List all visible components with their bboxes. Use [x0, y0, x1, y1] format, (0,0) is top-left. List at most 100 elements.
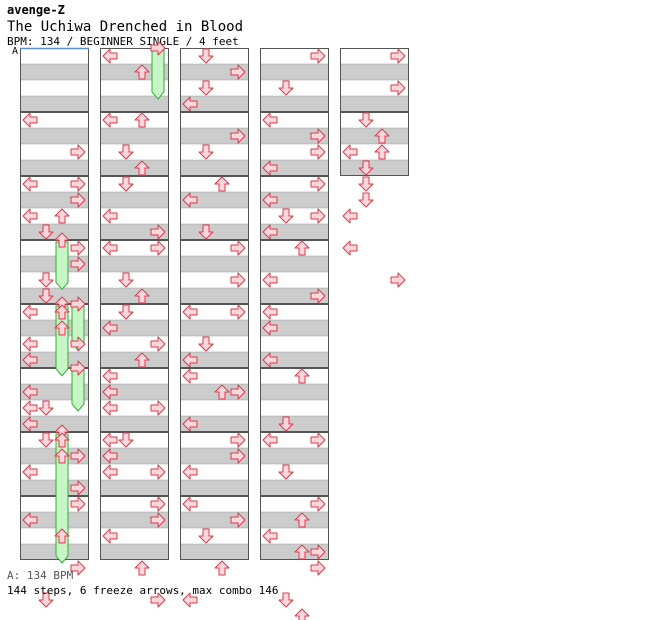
left-arrow	[182, 416, 198, 432]
measure	[20, 240, 89, 304]
right-arrow	[310, 128, 326, 144]
measure-border	[100, 176, 169, 240]
right-arrow	[70, 560, 86, 576]
measure	[260, 112, 329, 176]
measure-border	[20, 112, 89, 176]
down-arrow	[278, 416, 294, 432]
left-arrow	[102, 240, 118, 256]
beat-stripe	[260, 80, 329, 96]
beat-stripe	[260, 336, 329, 352]
beat-stripe	[20, 240, 89, 256]
measure-border	[260, 240, 329, 304]
beat-stripe	[180, 48, 249, 64]
right-arrow	[70, 144, 86, 160]
up-arrow	[54, 232, 70, 248]
beat-stripe	[260, 256, 329, 272]
beat-stripe	[180, 352, 249, 368]
measure-border	[20, 496, 89, 560]
down-arrow	[38, 432, 54, 448]
right-arrow	[70, 192, 86, 208]
down-arrow	[278, 592, 294, 608]
right-arrow	[310, 432, 326, 448]
left-arrow	[182, 96, 198, 112]
measure-border	[260, 48, 329, 112]
left-arrow	[182, 368, 198, 384]
beat-stripe	[100, 512, 169, 528]
right-arrow	[230, 384, 246, 400]
left-arrow	[102, 528, 118, 544]
left-arrow	[22, 416, 38, 432]
right-arrow	[70, 448, 86, 464]
chart-info: BPM: 134 / BEGINNER SINGLE / 4 feet	[7, 35, 239, 48]
beat-stripe	[20, 416, 89, 432]
beat-stripe	[20, 48, 89, 64]
left-arrow	[22, 464, 38, 480]
right-arrow	[390, 48, 406, 64]
down-arrow	[38, 592, 54, 608]
beat-stripe	[180, 528, 249, 544]
measure-border	[180, 176, 249, 240]
left-arrow	[342, 240, 358, 256]
beat-stripe	[20, 96, 89, 112]
measure-border	[340, 48, 409, 112]
left-arrow	[262, 272, 278, 288]
song-title: The Uchiwa Drenched in Blood	[7, 19, 244, 35]
up-arrow	[214, 176, 230, 192]
right-arrow	[70, 360, 86, 376]
right-arrow	[70, 296, 86, 312]
left-arrow	[22, 352, 38, 368]
beat-stripe	[260, 352, 329, 368]
beat-stripe	[260, 320, 329, 336]
beat-stripe	[20, 272, 89, 288]
measure-border	[20, 432, 89, 496]
left-arrow	[262, 352, 278, 368]
down-arrow	[118, 144, 134, 160]
up-arrow	[214, 560, 230, 576]
beat-stripe	[180, 160, 249, 176]
left-arrow	[262, 304, 278, 320]
measure	[260, 368, 329, 432]
measures-layer	[20, 47, 409, 560]
left-arrow	[22, 384, 38, 400]
beat-stripe	[180, 80, 249, 96]
down-arrow	[38, 400, 54, 416]
beat-stripe	[180, 96, 249, 112]
beat-stripe	[20, 112, 89, 128]
measure-border	[260, 368, 329, 432]
left-arrow	[102, 112, 118, 128]
left-arrow	[22, 176, 38, 192]
beat-stripe	[180, 64, 249, 80]
freeze-body	[55, 241, 69, 291]
beat-stripe	[180, 336, 249, 352]
beat-stripe	[180, 304, 249, 320]
beat-stripe	[340, 64, 409, 80]
beat-stripe	[100, 256, 169, 272]
beat-stripe	[20, 256, 89, 272]
right-arrow	[150, 512, 166, 528]
down-arrow	[118, 176, 134, 192]
measure-border	[100, 432, 169, 496]
right-arrow	[230, 128, 246, 144]
left-arrow	[102, 464, 118, 480]
beat-stripe	[180, 400, 249, 416]
left-arrow	[182, 304, 198, 320]
down-arrow	[358, 112, 374, 128]
measure	[20, 112, 89, 176]
left-arrow	[102, 432, 118, 448]
up-arrow	[134, 64, 150, 80]
right-arrow	[70, 496, 86, 512]
beat-stripe	[100, 240, 169, 256]
measure	[100, 176, 169, 240]
beat-stripe	[260, 208, 329, 224]
freeze-arrow	[71, 369, 85, 412]
measure	[260, 496, 329, 560]
measure	[340, 48, 409, 112]
beat-stripe	[260, 432, 329, 448]
bpm-legend: A: 134 BPM	[7, 569, 74, 582]
left-arrow	[262, 112, 278, 128]
up-arrow	[54, 432, 70, 448]
freeze-arrow	[55, 241, 69, 291]
song-artist: avenge-Z	[7, 3, 65, 17]
down-arrow	[278, 464, 294, 480]
right-arrow	[230, 432, 246, 448]
